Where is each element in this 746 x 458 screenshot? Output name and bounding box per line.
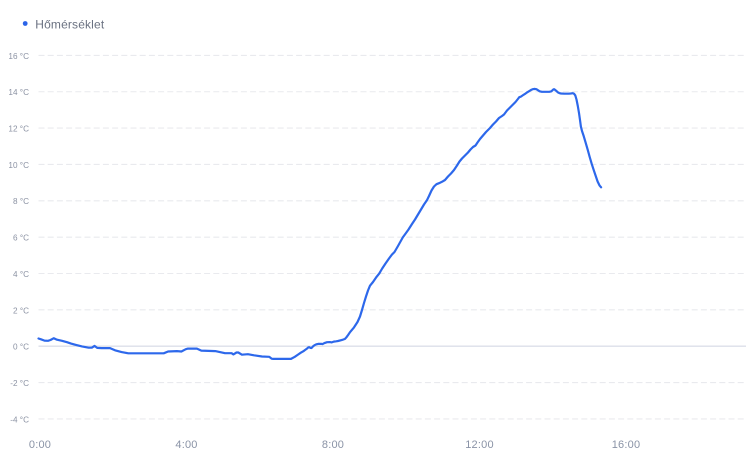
svg-text:2 °C: 2 °C — [13, 306, 29, 315]
svg-text:4:00: 4:00 — [175, 439, 197, 451]
svg-text:Hőmérséklet: Hőmérséklet — [35, 18, 105, 32]
svg-text:8:00: 8:00 — [322, 439, 344, 451]
svg-text:14 °C: 14 °C — [8, 88, 29, 97]
svg-text:-4 °C: -4 °C — [10, 415, 29, 424]
svg-text:10 °C: 10 °C — [8, 161, 29, 170]
svg-text:6 °C: 6 °C — [13, 234, 29, 243]
svg-text:0:00: 0:00 — [29, 439, 51, 451]
svg-text:8 °C: 8 °C — [13, 197, 29, 206]
svg-text:0 °C: 0 °C — [13, 343, 29, 352]
svg-text:12:00: 12:00 — [465, 439, 494, 451]
svg-text:16 °C: 16 °C — [8, 52, 29, 61]
svg-text:12 °C: 12 °C — [8, 125, 29, 134]
svg-text:-2 °C: -2 °C — [10, 379, 29, 388]
svg-text:4 °C: 4 °C — [13, 270, 29, 279]
svg-text:16:00: 16:00 — [612, 439, 641, 451]
